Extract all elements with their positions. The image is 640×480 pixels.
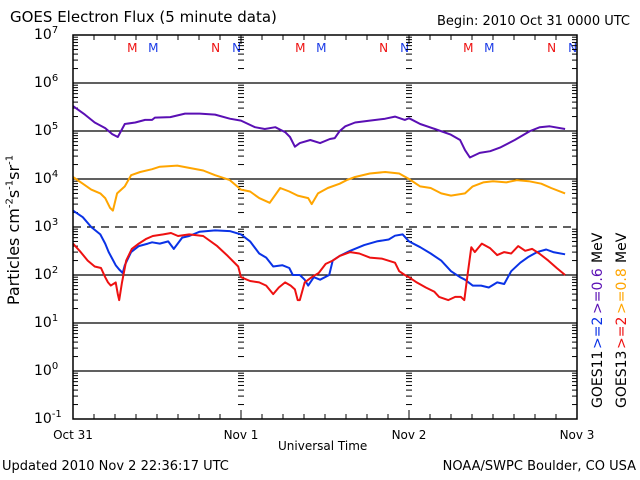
y-tick-exponent: 7: [51, 25, 59, 36]
y-tick-base: 10: [34, 363, 52, 379]
credit-label: NOAA/SWPC Boulder, CO USA: [442, 459, 636, 474]
local-time-marker: N: [547, 41, 557, 55]
y-tick-base: 10: [34, 27, 52, 43]
y-tick-exponent: 0: [51, 361, 59, 372]
legend-entry: >=0.6: [590, 268, 606, 315]
legend-entry: >=2: [614, 316, 630, 349]
local-time-marker: M: [484, 41, 495, 55]
y-tick-label: 100: [34, 361, 58, 379]
local-time-marker: N: [400, 41, 410, 55]
begin-time-label: Begin: 2010 Oct 31 0000 UTC: [436, 14, 630, 29]
local-time-marker: M: [463, 41, 474, 55]
y-tick-exponent: 3: [51, 217, 59, 228]
y-tick-exponent: 6: [51, 73, 59, 84]
y-tick-label: 105: [34, 121, 58, 139]
y-tick-base: 10: [34, 171, 52, 187]
y-tick-base: 10: [34, 219, 52, 235]
chart-title: GOES Electron Flux (5 minute data): [10, 8, 277, 26]
y-tick-exponent: 5: [51, 121, 59, 132]
legend-entry: MeV: [590, 233, 606, 264]
y-tick-base: 10: [34, 123, 52, 139]
y-tick-exponent: 2: [51, 265, 59, 276]
y-tick-base: 10: [34, 411, 52, 427]
x-tick-label: Nov 2: [391, 428, 427, 442]
local-time-marker: M: [148, 41, 159, 55]
plot-frame: [72, 34, 578, 420]
series-line-goes13-0-8-mev: [72, 164, 566, 212]
local-time-marker: N: [211, 41, 221, 55]
legend-entry: MeV: [614, 233, 630, 264]
y-tick-label: 103: [34, 217, 58, 235]
y-tick-label: 106: [34, 73, 58, 91]
y-tick-exponent: 1: [51, 313, 59, 324]
y-tick-exponent: -1: [51, 409, 62, 420]
y-tick-base: 10: [34, 315, 52, 331]
local-time-marker: N: [232, 41, 242, 55]
legend-entry: GOES13: [614, 350, 630, 408]
y-tick-base: 10: [34, 267, 52, 283]
local-time-marker: N: [379, 41, 389, 55]
local-time-marker: N: [568, 41, 578, 55]
y-tick-label: 10-1: [34, 409, 62, 427]
local-time-marker: M: [316, 41, 327, 55]
y-tick-exponent: 4: [51, 169, 59, 180]
series-line-goes11-0-6-mev: [72, 105, 566, 159]
legend-entry: >=2: [590, 316, 606, 349]
legend-entry: >=0.8: [614, 268, 630, 315]
y-tick-label: 107: [34, 25, 58, 43]
x-tick-label: Oct 31: [53, 428, 93, 442]
local-time-marker: M: [127, 41, 138, 55]
x-axis-label: Universal Time: [278, 439, 368, 453]
local-time-marker: M: [295, 41, 306, 55]
legend-entry: GOES11: [590, 350, 606, 408]
y-tick-base: 10: [34, 75, 52, 91]
updated-timestamp: Updated 2010 Nov 2 22:36:17 UTC: [2, 459, 229, 474]
x-tick-label: Nov 1: [223, 428, 259, 442]
series-line-goes13-2-mev: [72, 232, 566, 302]
y-tick-label: 102: [34, 265, 58, 283]
x-tick-label: Nov 3: [559, 428, 595, 442]
y-tick-label: 104: [34, 169, 58, 187]
y-tick-label: 101: [34, 313, 58, 331]
